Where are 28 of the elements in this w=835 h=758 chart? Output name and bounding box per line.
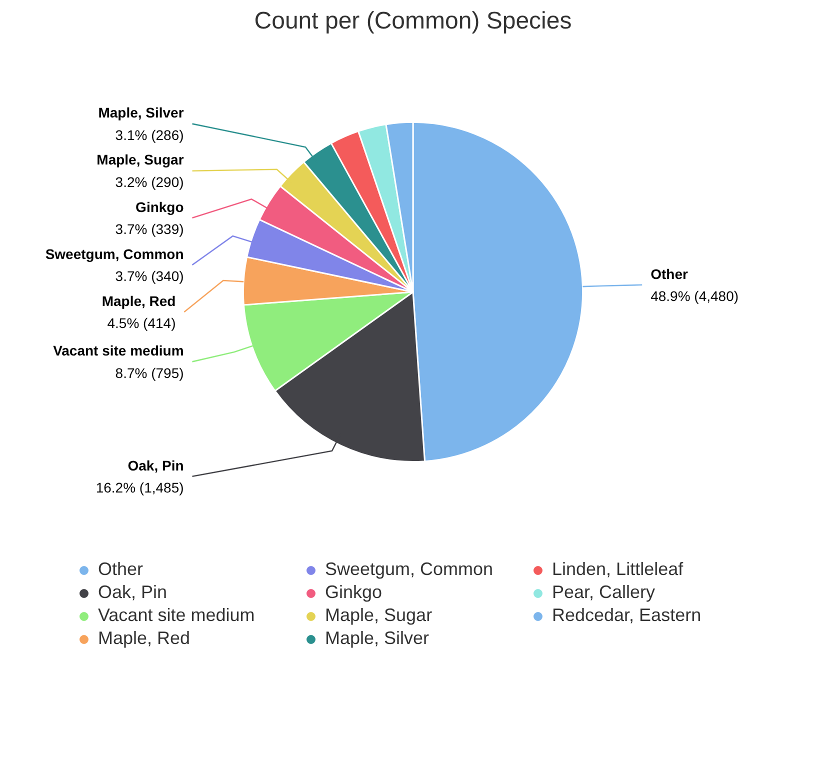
legend-label: Maple, Red [98,628,192,649]
data-label: 16.2% (1,485) [96,480,184,496]
slice-label: Maple, Red [102,292,176,309]
legend-label: Sweetgum, Common [325,559,494,580]
slice-label: Vacant site medium [53,342,184,359]
slice-label: Other [650,266,688,282]
slice-label: Oak, Pin [128,457,184,474]
slice-label: Ginkgo [136,198,184,215]
data-label: 4.5% (414) [107,315,176,332]
chart-title: Count per (Common) Species [254,8,572,34]
legend-label: Maple, Silver [325,628,430,649]
legend-label: Redcedar, Eastern [552,605,702,626]
data-label: 3.2% (290) [115,174,184,190]
slice-label: Maple, Silver [98,104,184,121]
data-label: 3.7% (339) [115,221,184,238]
data-label: 3.1% (286) [115,126,184,143]
data-label: 3.7% (340) [115,268,184,284]
slice-label: Sweetgum, Common [45,246,184,262]
slice-label: Maple, Sugar [96,152,184,168]
legend-label: Ginkgo [325,582,384,603]
data-label: 48.9% (4,480) [650,288,739,304]
legend-label: Linden, Littleleaf [552,559,684,580]
data-label: 8.7% (795) [115,364,184,381]
legend-label: Oak, Pin [98,582,168,603]
legend-label: Vacant site medium [98,605,256,626]
legend-label: Other [98,559,144,580]
legend-label: Maple, Sugar [325,605,434,626]
legend-label: Pear, Callery [552,582,656,603]
